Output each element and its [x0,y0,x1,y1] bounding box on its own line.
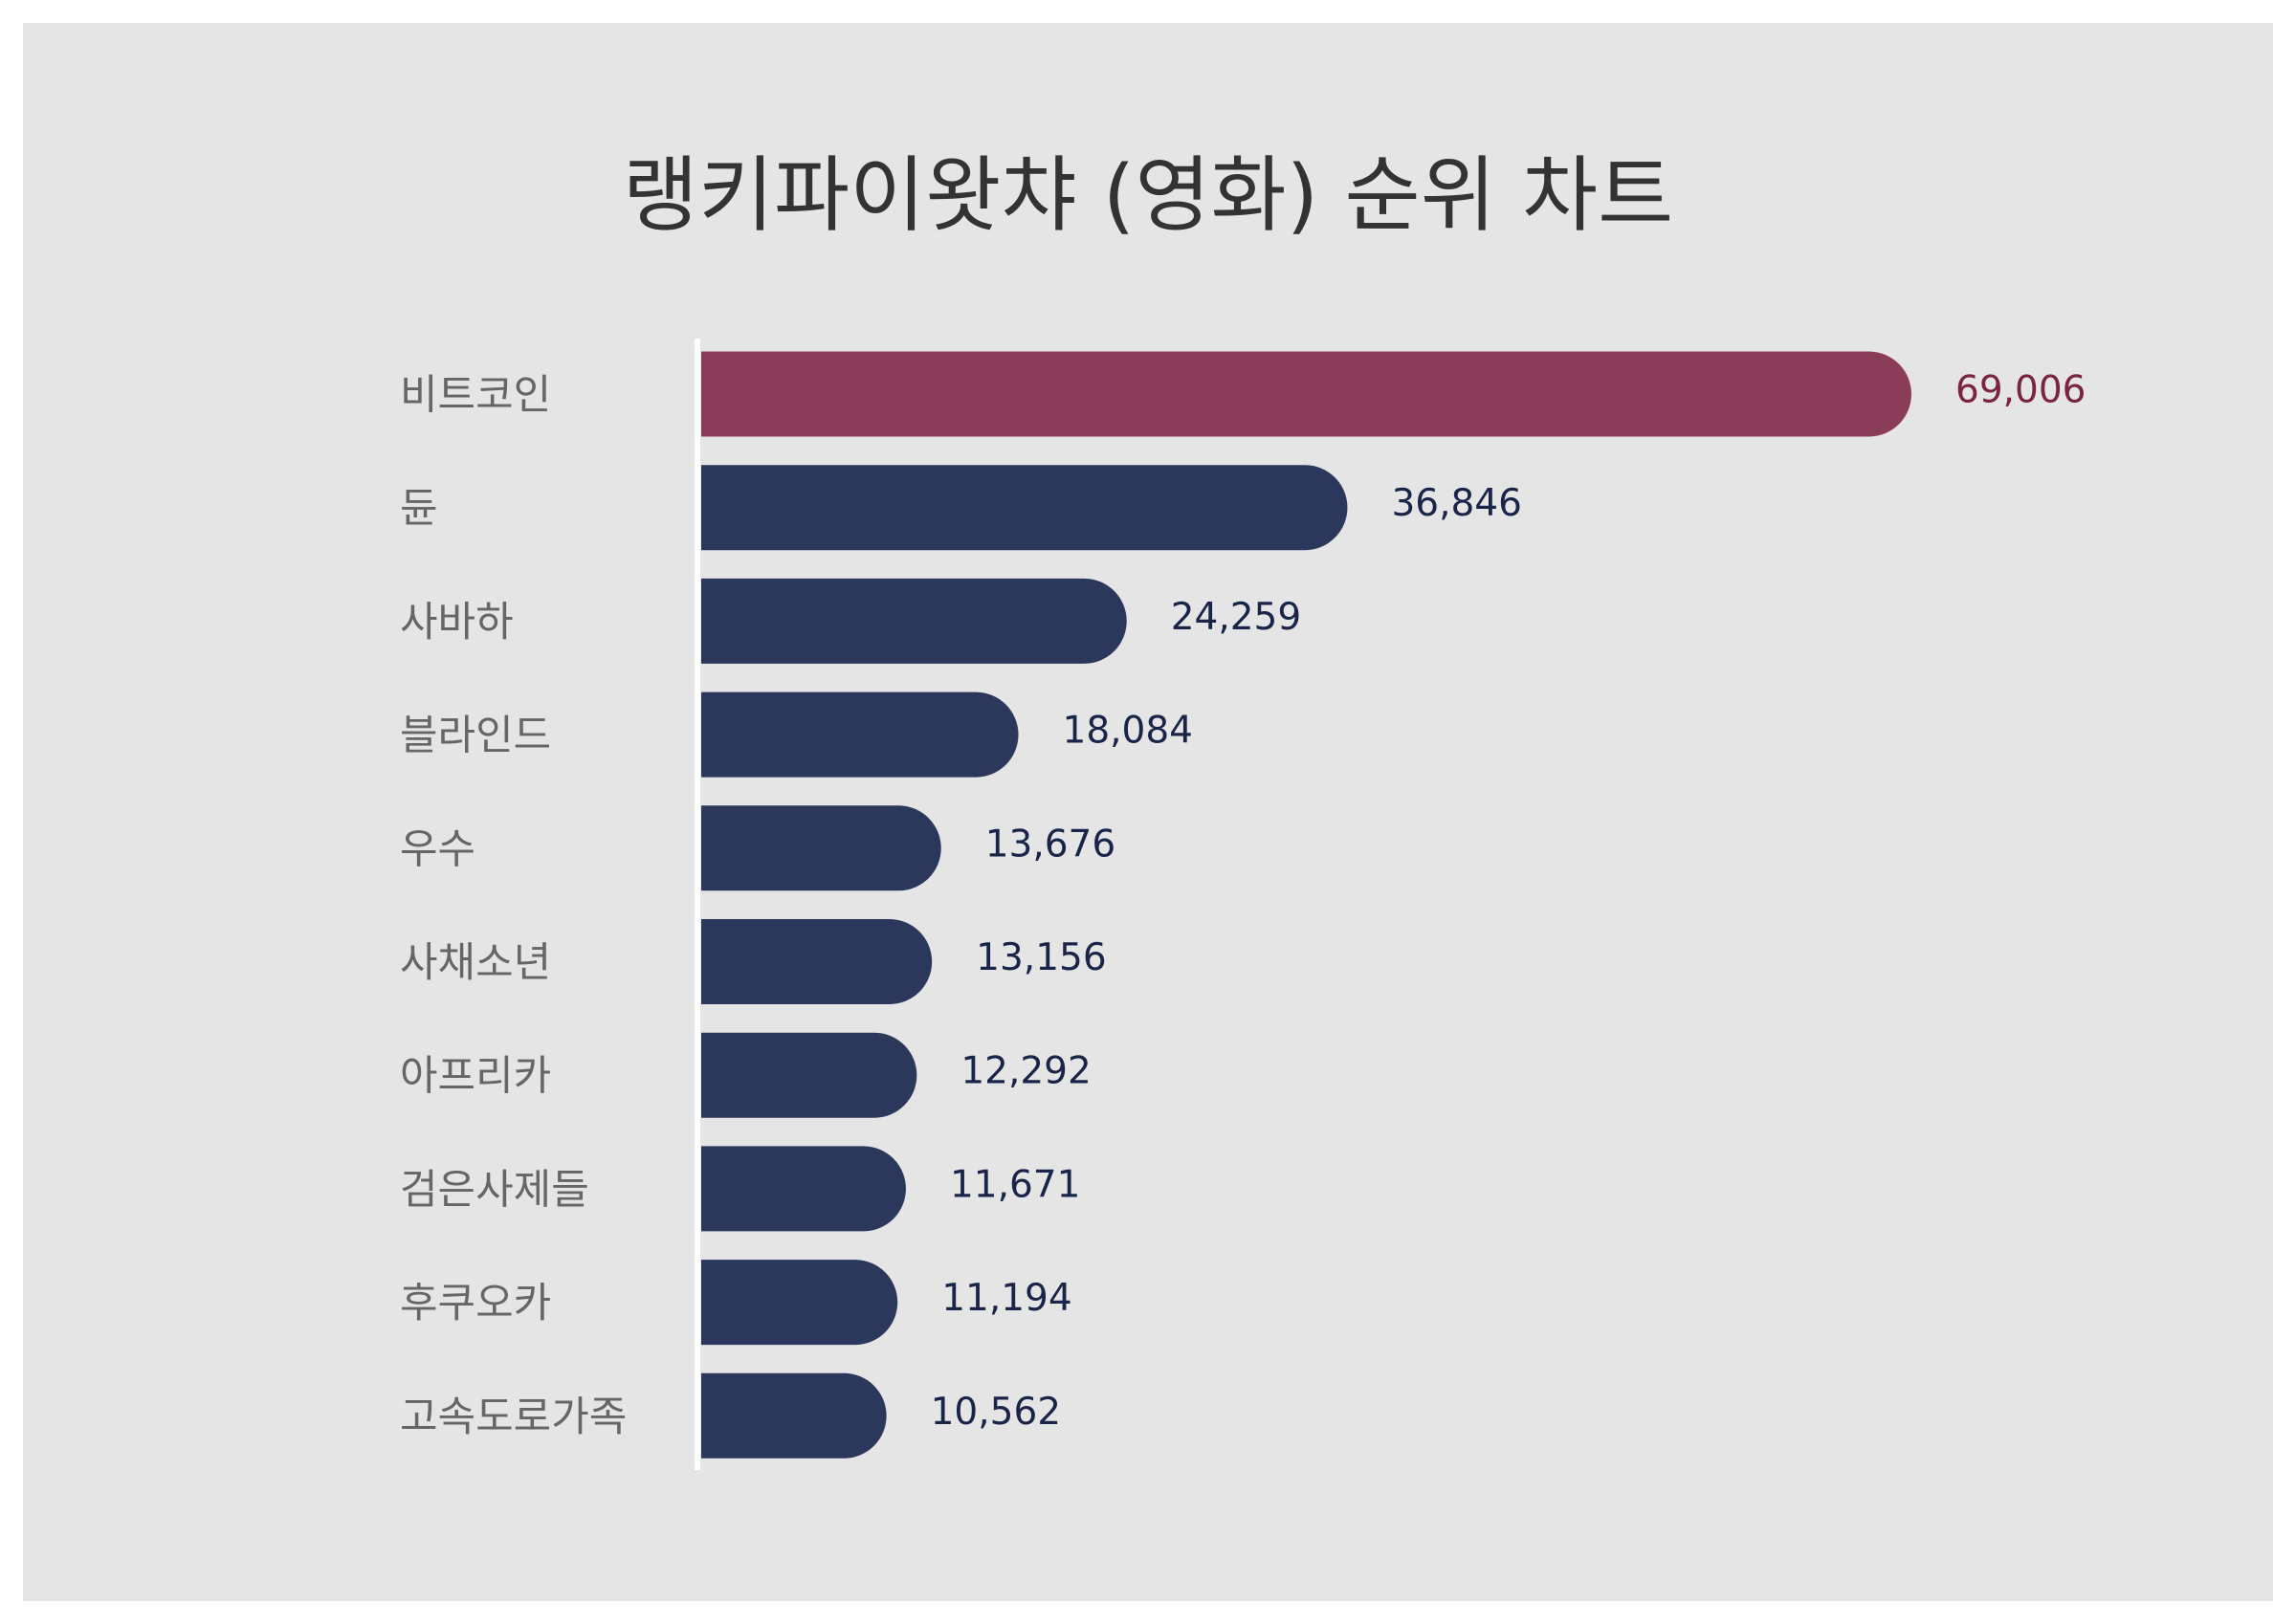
bar [701,1260,898,1346]
value-label: 36,846 [1391,482,1521,525]
value-label: 11,671 [950,1163,1080,1206]
background [23,23,2273,1601]
category-label: 후쿠오카 [400,1280,551,1328]
value-label: 11,194 [941,1277,1071,1320]
bar [701,351,1911,437]
value-label: 10,562 [931,1391,1061,1434]
value-label: 24,259 [1171,596,1301,639]
category-label: 우수 [400,825,475,873]
bar [701,1146,906,1232]
value-label: 13,156 [976,936,1106,979]
value-label: 13,676 [985,823,1115,866]
category-label: 검은사제들 [400,1166,589,1214]
bar [701,919,933,1004]
category-label: 고속도로가족 [400,1394,627,1441]
value-label: 12,292 [960,1050,1091,1093]
bar [701,691,1019,778]
bar [701,465,1348,551]
chart-title: 랭키파이왓챠 (영화) 순위 차트 [623,147,1674,243]
bar [701,578,1127,664]
category-label: 사채소년 [400,939,551,987]
category-label: 듄 [400,485,438,533]
bar [701,1032,917,1118]
category-label: 사바하 [400,599,514,647]
value-label: 69,006 [1955,369,2086,412]
value-label: 18,084 [1063,710,1193,753]
category-label: 비트코인 [400,372,551,420]
bar [701,805,941,891]
bar [701,1372,887,1459]
category-label: 블라인드 [400,713,551,760]
category-label: 아프리카 [400,1053,551,1101]
